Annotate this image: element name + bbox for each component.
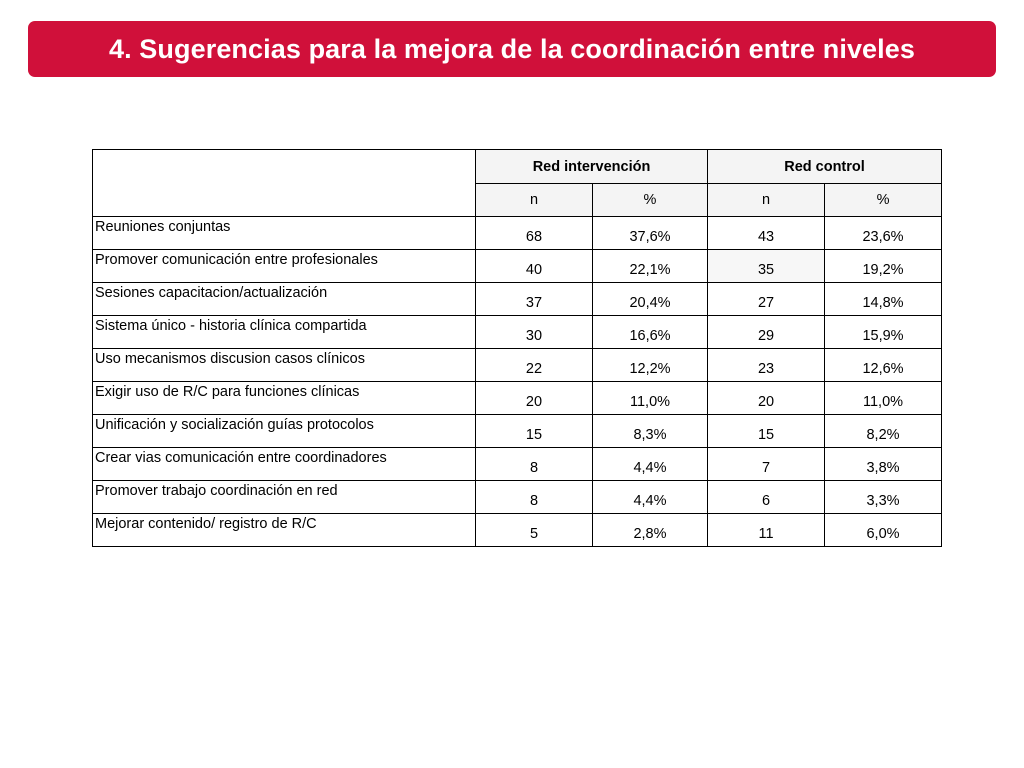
cell-control-pct: 12,6%: [824, 348, 943, 382]
cell-control-n: 27: [707, 282, 826, 316]
cell-intervencion-n: 37: [475, 282, 593, 316]
cell-control-pct: 3,3%: [824, 480, 943, 514]
subheader-intervencion-n: n: [475, 183, 593, 217]
subheader-control-n: n: [707, 183, 826, 217]
cell-intervencion-n: 5: [475, 513, 593, 547]
cell-intervencion-n: 68: [475, 216, 593, 250]
cell-control-n: 15: [707, 414, 826, 448]
row-label: Exigir uso de R/C para funciones clínica…: [92, 381, 476, 415]
row-label: Unificación y socialización guías protoc…: [92, 414, 476, 448]
cell-intervencion-pct: 2,8%: [591, 513, 709, 547]
cell-control-pct: 8,2%: [824, 414, 943, 448]
cell-control-pct: 19,2%: [824, 249, 943, 283]
cell-intervencion-pct: 22,1%: [591, 249, 709, 283]
table-row: Sistema único - historia clínica compart…: [92, 315, 943, 349]
cell-intervencion-pct: 4,4%: [591, 447, 709, 481]
table-row: Sesiones capacitacion/actualización 37 2…: [92, 282, 943, 316]
cell-intervencion-n: 20: [475, 381, 593, 415]
table-row: Unificación y socialización guías protoc…: [92, 414, 943, 448]
row-label: Promover comunicación entre profesionale…: [92, 249, 476, 283]
row-label: Crear vias comunicación entre coordinado…: [92, 447, 476, 481]
cell-intervencion-n: 30: [475, 315, 593, 349]
table-row: Exigir uso de R/C para funciones clínica…: [92, 381, 943, 415]
table-row: Uso mecanismos discusion casos clínicos …: [92, 348, 943, 382]
header-red-intervencion: Red intervención: [474, 149, 709, 184]
cell-intervencion-pct: 16,6%: [591, 315, 709, 349]
cell-control-pct: 3,8%: [824, 447, 943, 481]
cell-intervencion-n: 22: [475, 348, 593, 382]
cell-intervencion-pct: 20,4%: [591, 282, 709, 316]
sub-header-row: n % n %: [93, 183, 943, 217]
cell-intervencion-n: 15: [475, 414, 593, 448]
table-row: Crear vias comunicación entre coordinado…: [92, 447, 943, 481]
cell-intervencion-n: 40: [475, 249, 593, 283]
table-row: Mejorar contenido/ registro de R/C 5 2,8…: [92, 513, 943, 547]
cell-control-pct: 6,0%: [824, 513, 943, 547]
cell-intervencion-pct: 4,4%: [591, 480, 709, 514]
header-corner-cell: [92, 149, 476, 217]
suggestions-table: Red intervención Red control n % n % Reu…: [92, 149, 943, 547]
cell-intervencion-pct: 12,2%: [591, 348, 709, 382]
row-label: Promover trabajo coordinación en red: [92, 480, 476, 514]
row-label: Reuniones conjuntas: [92, 216, 476, 250]
slide-title: 4. Sugerencias para la mejora de la coor…: [28, 21, 996, 77]
table-row: Promover comunicación entre profesionale…: [92, 249, 943, 283]
row-label: Mejorar contenido/ registro de R/C: [92, 513, 476, 547]
table-row: Reuniones conjuntas 68 37,6% 43 23,6%: [92, 216, 943, 250]
group-header-row: Red intervención Red control: [92, 149, 943, 217]
row-label: Uso mecanismos discusion casos clínicos: [92, 348, 476, 382]
cell-intervencion-pct: 8,3%: [591, 414, 709, 448]
cell-intervencion-n: 8: [475, 447, 593, 481]
cell-intervencion-pct: 11,0%: [591, 381, 709, 415]
cell-control-pct: 23,6%: [824, 216, 943, 250]
cell-control-n: 7: [707, 447, 826, 481]
subheader-intervencion-pct: %: [591, 183, 709, 217]
row-label: Sesiones capacitacion/actualización: [92, 282, 476, 316]
cell-control-pct: 11,0%: [824, 381, 943, 415]
header-red-control: Red control: [707, 149, 943, 184]
cell-control-n: 29: [707, 315, 826, 349]
cell-intervencion-n: 8: [475, 480, 593, 514]
cell-control-n: 35: [707, 249, 826, 283]
cell-control-n: 6: [707, 480, 826, 514]
cell-control-n: 43: [707, 216, 826, 250]
subheader-control-pct: %: [824, 183, 943, 217]
cell-intervencion-pct: 37,6%: [591, 216, 709, 250]
cell-control-n: 11: [707, 513, 826, 547]
table-row: Promover trabajo coordinación en red 8 4…: [92, 480, 943, 514]
cell-control-n: 23: [707, 348, 826, 382]
row-label: Sistema único - historia clínica compart…: [92, 315, 476, 349]
cell-control-pct: 14,8%: [824, 282, 943, 316]
cell-control-pct: 15,9%: [824, 315, 943, 349]
cell-control-n: 20: [707, 381, 826, 415]
